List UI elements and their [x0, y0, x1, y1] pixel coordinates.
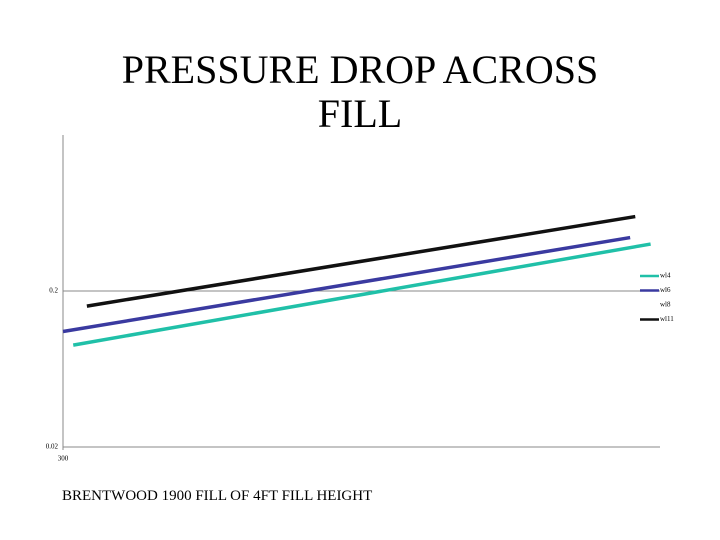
- legend-label: wl8: [660, 301, 671, 309]
- line: [86, 214, 636, 308]
- chart-title: PRESSURE DROP ACROSS FILL: [121, 47, 599, 136]
- line: [72, 242, 651, 347]
- line: [62, 235, 631, 334]
- legend-label: wl4: [660, 272, 671, 280]
- legend-label: wl11: [660, 315, 674, 323]
- caption: BRENTWOOD 1900 FILL OF 4FT FILL HEIGHT: [62, 488, 373, 504]
- y-tick-label: 0.2: [49, 287, 58, 295]
- x-tick-label: 300: [58, 455, 69, 463]
- legend-label: wl6: [660, 286, 671, 294]
- y-tick-label: 0.02: [46, 443, 59, 451]
